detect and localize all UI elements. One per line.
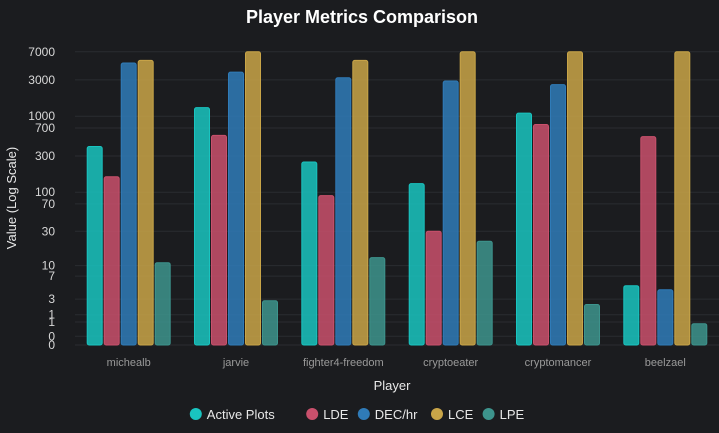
y-tick-label: 3 [48,292,55,306]
bar-lce-beelzael[interactable] [674,51,691,346]
legend-label: Active Plots [207,407,275,422]
legend-swatch [431,408,443,420]
x-tick-label: michealb [107,357,151,369]
y-axis-title: Value (Log Scale) [4,147,19,249]
y-tick-label: 7000 [28,45,55,59]
legend-swatch [189,408,202,420]
legend-swatch [306,408,319,420]
y-tick-label: 300 [35,149,55,163]
bar-dec-hr-cryptomancer[interactable] [550,84,566,346]
bar-active-plots-beelzael[interactable] [623,285,640,346]
x-tick-label: cryptomancer [525,357,592,369]
x-tick-label: cryptoeater [423,357,478,369]
legend-swatch [482,408,495,420]
bar-dec-hr-fighter4-freedom[interactable] [335,77,352,346]
y-tick-label: 70 [42,197,56,211]
legend-item-active-plots[interactable]: Active Plots [189,407,275,422]
bar-lce-fighter4-freedom[interactable] [352,59,369,346]
legend-swatch [357,408,370,420]
legend-label: LPE [500,407,525,422]
bar-lpe-beelzael[interactable] [691,323,708,346]
y-tick-label: 100 [35,185,55,199]
y-tick-label: 1 [48,308,55,322]
x-tick-label: jarvie [222,357,249,369]
bar-lpe-cryptoeater[interactable] [476,240,493,346]
legend-label: LCE [448,407,474,422]
x-tick-label: beelzael [645,357,686,369]
y-tick-label: 3000 [28,73,55,87]
bar-dec-hr-beelzael[interactable] [657,289,674,346]
bar-lpe-cryptomancer[interactable] [584,304,600,346]
y-tick-label: 7 [48,269,55,283]
legend-item-lce[interactable]: LCE [431,407,474,422]
bar-lpe-jarvie[interactable] [262,300,278,346]
legend-item-lpe[interactable]: LPE [482,407,525,422]
bar-lde-cryptomancer[interactable] [533,124,549,346]
y-tick-label: 700 [35,121,55,135]
bar-lce-cryptomancer[interactable] [567,51,583,346]
bar-active-plots-jarvie[interactable] [194,107,210,346]
legend-item-lde[interactable]: LDE [306,407,349,422]
legend-label: DEC/hr [375,407,418,422]
legend-item-dec-hr[interactable]: DEC/hr [357,407,418,422]
bar-dec-hr-michealb[interactable] [120,62,137,346]
y-tick-label: 0 [48,338,55,352]
x-axis-title: Player [374,378,412,393]
x-tick-label: fighter4-freedom [303,357,384,369]
bar-active-plots-fighter4-freedom[interactable] [301,161,318,346]
bar-lde-michealb[interactable] [103,176,120,346]
bar-lce-jarvie[interactable] [245,51,261,346]
y-tick-label: 1000 [28,109,55,123]
bar-dec-hr-jarvie[interactable] [228,71,244,346]
y-tick-label: 1 [48,315,55,329]
bar-lpe-fighter4-freedom[interactable] [369,257,386,346]
x-axis-ticks: michealb jarvie fighter4-freedom cryptoeate… [107,357,686,369]
bar-lce-cryptoeater[interactable] [459,51,476,346]
bar-lde-jarvie[interactable] [211,134,227,346]
bar-lde-fighter4-freedom[interactable] [318,195,335,346]
bar-lde-cryptoeater[interactable] [425,230,442,346]
grid-lines [75,51,719,346]
legend: Active Plots LDE DEC/hr LCE LPE [189,407,525,422]
y-tick-label: 10 [42,259,56,273]
bar-active-plots-cryptoeater[interactable] [408,183,425,346]
bars-group [86,51,708,346]
bar-lde-beelzael[interactable] [640,136,657,346]
chart-title: Player Metrics Comparison [246,7,478,27]
bar-lce-michealb[interactable] [137,59,154,346]
y-tick-label: 0 [48,329,55,343]
bar-lpe-michealb[interactable] [154,262,171,346]
bar-active-plots-michealb[interactable] [86,146,103,346]
bar-dec-hr-cryptoeater[interactable] [442,80,459,346]
bar-active-plots-cryptomancer[interactable] [516,112,532,346]
y-tick-label: 30 [42,224,56,238]
legend-label: LDE [323,407,349,422]
